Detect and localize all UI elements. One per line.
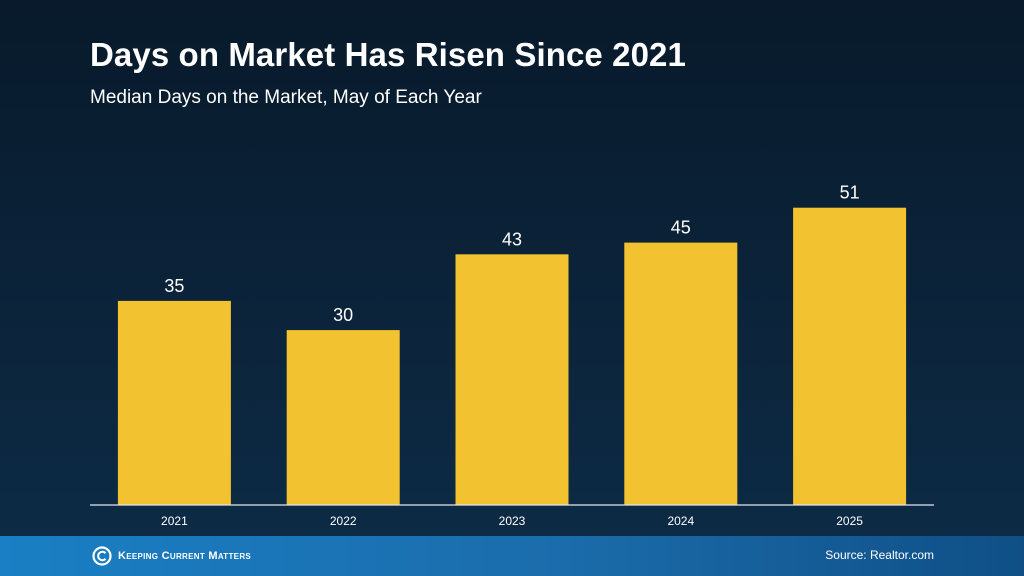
x-tick-label-2025: 2025 [836, 514, 863, 528]
source-text: Source: Realtor.com [825, 548, 934, 562]
value-labels-group: 35 30 43 45 51 [164, 183, 859, 325]
chart-subtitle: Median Days on the Market, May of Each Y… [90, 87, 482, 108]
bar-2024 [624, 242, 738, 505]
logo-text: Keeping Current Matters [118, 550, 252, 562]
value-label-2021: 35 [164, 276, 184, 296]
value-label-2024: 45 [671, 218, 691, 238]
value-label-2022: 30 [333, 305, 353, 325]
bar-2022 [286, 330, 400, 505]
x-tick-labels-group: 2021 2022 2023 2024 2025 [161, 514, 863, 528]
x-tick-label-2023: 2023 [499, 514, 526, 528]
bar-chart: 35 30 43 45 51 2021 2022 2023 2024 2025 [90, 183, 934, 528]
bar-2025 [793, 207, 907, 505]
value-label-2023: 43 [502, 229, 522, 249]
x-tick-label-2024: 2024 [667, 514, 694, 528]
footer-bar: Keeping Current Matters Source: Realtor.… [0, 536, 1024, 576]
bar-2021 [117, 300, 231, 505]
x-tick-label-2022: 2022 [330, 514, 357, 528]
bars-group [117, 207, 907, 505]
kcm-logo: Keeping Current Matters [92, 545, 251, 567]
bar-2023 [455, 254, 569, 505]
kcm-logo-icon [92, 546, 112, 566]
value-label-2025: 51 [840, 183, 860, 203]
chart-title: Days on Market Has Risen Since 2021 [90, 36, 686, 73]
x-tick-label-2021: 2021 [161, 514, 188, 528]
